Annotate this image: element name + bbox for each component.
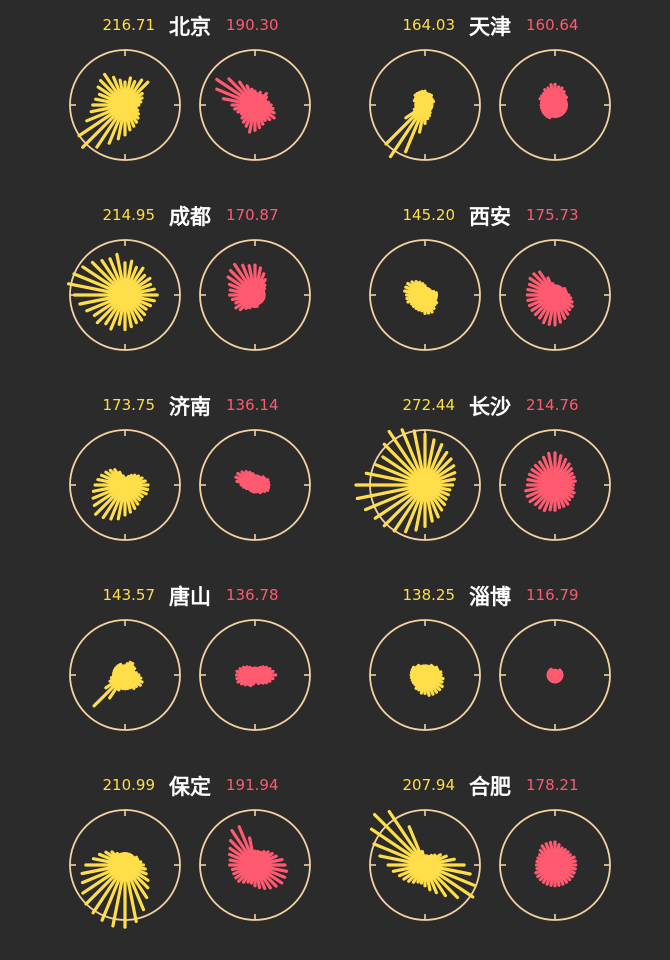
left-ray	[421, 664, 427, 677]
left-ray	[111, 863, 127, 928]
city-name: 合肥	[469, 775, 511, 799]
left-ray	[91, 863, 127, 915]
left-ray	[81, 103, 127, 149]
left-ray	[404, 103, 427, 154]
left-ray	[100, 863, 127, 922]
city-panel: 天津 164.03 160.64	[369, 15, 611, 161]
left-ray	[115, 252, 127, 297]
left-ray	[121, 664, 127, 677]
city-panel: 合肥 207.94 178.21	[369, 775, 611, 921]
left-ray	[95, 103, 127, 149]
right-ray	[247, 264, 257, 297]
right-value-label: 170.87	[226, 206, 279, 224]
left-value-label: 214.95	[103, 206, 156, 224]
left-ray	[404, 483, 427, 534]
left-value-label: 210.99	[103, 776, 156, 794]
city-name: 北京	[169, 15, 211, 39]
left-ray	[420, 849, 427, 867]
city-panel: 淄博 138.25 116.79	[369, 585, 611, 731]
left-ray	[423, 863, 476, 887]
left-ray	[355, 483, 427, 501]
right-value-label: 178.21	[526, 776, 579, 794]
left-ray	[412, 429, 427, 487]
left-value-label: 272.44	[403, 396, 456, 414]
left-ray	[373, 812, 427, 867]
left-ray	[121, 852, 127, 867]
left-ray	[84, 863, 127, 906]
left-value-label: 143.57	[103, 586, 156, 604]
city-panel: 保定 210.99 191.94	[69, 775, 311, 929]
right-ray	[248, 836, 257, 867]
left-ray	[77, 103, 127, 138]
left-ray	[72, 272, 127, 297]
right-ray	[547, 451, 557, 487]
left-ray	[121, 474, 127, 487]
left-ray	[363, 483, 427, 512]
city-panel: 西安 145.20 175.73	[369, 205, 611, 351]
city-panel: 长沙 272.44 214.76	[354, 395, 611, 541]
left-value-label: 145.20	[403, 206, 456, 224]
left-ray	[400, 428, 427, 487]
left-ray	[66, 282, 127, 297]
right-ray	[552, 668, 557, 677]
left-ray	[382, 442, 427, 487]
right-value-label: 214.76	[526, 396, 579, 414]
left-ray	[81, 265, 127, 297]
city-name: 天津	[469, 15, 511, 39]
city-name: 保定	[168, 775, 211, 799]
city-name: 唐山	[169, 585, 211, 609]
left-value-label: 207.94	[403, 776, 456, 794]
right-ray	[551, 282, 557, 297]
left-ray	[420, 89, 427, 107]
left-value-label: 173.75	[103, 396, 156, 414]
left-ray	[381, 455, 427, 487]
left-ray	[118, 78, 127, 107]
left-ray	[392, 483, 427, 533]
left-ray	[387, 809, 427, 867]
city-name: 西安	[469, 205, 511, 229]
city-name: 成都	[169, 205, 211, 229]
left-value-label: 216.71	[103, 16, 156, 34]
city-name: 济南	[169, 395, 211, 419]
left-ray	[372, 842, 427, 867]
city-panel: 成都 214.95 170.87	[66, 205, 311, 351]
right-ray	[252, 666, 257, 677]
right-ray	[548, 840, 557, 867]
right-value-label: 160.64	[526, 16, 579, 34]
left-ray	[387, 429, 427, 487]
left-ray	[388, 103, 427, 159]
left-ray	[421, 282, 427, 297]
left-ray	[423, 863, 475, 899]
left-ray	[369, 827, 427, 867]
city-panel: 济南 173.75 136.14	[69, 395, 311, 541]
right-value-label: 175.73	[526, 206, 579, 224]
left-value-label: 164.03	[403, 16, 456, 34]
left-ray	[81, 863, 127, 895]
right-value-label: 136.78	[226, 586, 279, 604]
city-name: 长沙	[469, 395, 511, 419]
left-ray	[374, 463, 427, 487]
right-ray	[250, 87, 257, 107]
city-panel: 北京 216.71 190.30	[69, 15, 311, 161]
right-value-label: 191.94	[226, 776, 279, 794]
city-panel: 唐山 143.57 136.78	[69, 585, 311, 731]
left-ray	[373, 483, 427, 520]
right-value-label: 116.79	[526, 586, 579, 604]
left-ray	[384, 103, 427, 146]
right-value-label: 136.14	[226, 396, 279, 414]
left-ray	[123, 863, 138, 924]
right-ray	[549, 83, 557, 107]
left-value-label: 138.25	[403, 586, 456, 604]
left-ray	[364, 471, 427, 487]
city-name: 淄博	[469, 585, 511, 609]
left-ray	[382, 483, 427, 528]
right-ray	[251, 472, 257, 487]
right-value-label: 190.30	[226, 16, 279, 34]
